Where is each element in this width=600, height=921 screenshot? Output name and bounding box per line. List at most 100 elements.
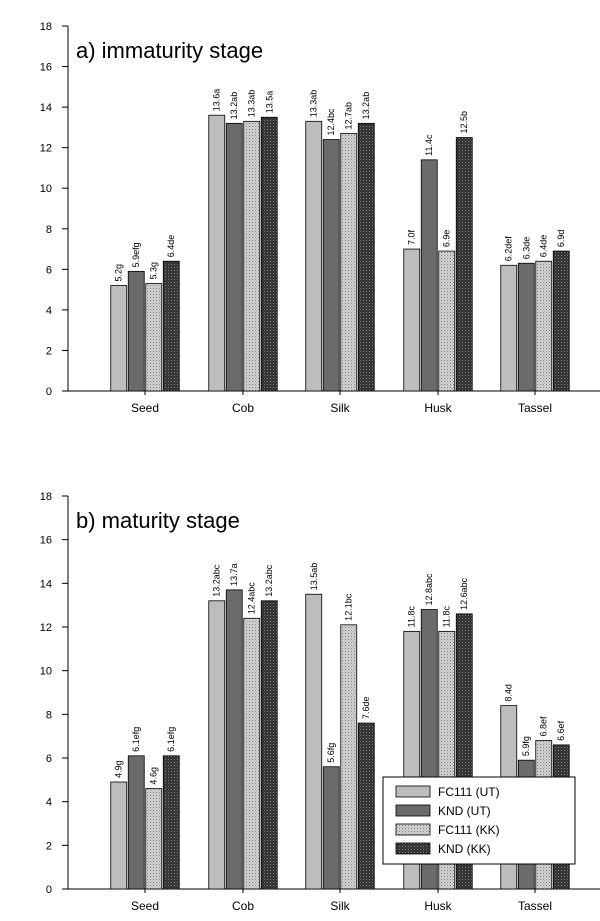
data-label: 12.1bc: [344, 593, 354, 621]
bar: [162, 755, 180, 890]
x-tick-label: Tassel: [518, 401, 552, 415]
data-label: 5.2g: [114, 264, 124, 282]
legend-swatch: [395, 785, 431, 798]
bar: [340, 624, 358, 890]
bar: [322, 766, 340, 890]
bar: [225, 122, 243, 392]
data-label: 7.6de: [361, 697, 371, 720]
y-tick-label: 12: [40, 622, 52, 634]
data-label: 4.6g: [149, 767, 159, 785]
bar: [208, 114, 226, 392]
y-tick-label: 10: [40, 666, 52, 678]
data-label: 5.9fg: [521, 736, 531, 756]
bar: [110, 285, 128, 392]
data-label: 11.4c: [424, 134, 434, 156]
data-label: 6.1efg: [131, 727, 141, 752]
bar: [127, 270, 145, 392]
data-label: 6.1efg: [166, 727, 176, 752]
bar: [500, 264, 518, 392]
data-label: 6.9e: [442, 230, 452, 248]
data-label: 5.9efg: [131, 242, 141, 267]
data-label: 12.5b: [459, 111, 469, 134]
y-tick-label: 16: [40, 535, 52, 547]
bar: [127, 755, 145, 890]
y-tick-label: 2: [46, 345, 52, 357]
x-tick-label: Husk: [424, 899, 452, 913]
data-label: 7.0f: [407, 230, 417, 246]
bar: [305, 593, 323, 890]
data-label: 6.2def: [504, 236, 514, 262]
bar: [403, 248, 421, 392]
data-label: 5.3g: [149, 262, 159, 280]
x-tick-label: Cob: [232, 401, 254, 415]
y-tick-label: 4: [46, 305, 52, 317]
panel-maturity-stage: 0 2 4 6 8 10 12 14 16 18 b) maturity stage Seed Cob S…: [40, 491, 600, 913]
legend-label: FC111 (UT): [438, 785, 500, 799]
x-tick-label: Silk: [330, 899, 350, 913]
panel-immaturity-stage: 0 2 4 6 8 10 12 14 16 18 a) immaturity stage Seed Co…: [40, 21, 600, 415]
data-label: 13.2ab: [229, 92, 239, 120]
y-tick-label: 0: [46, 386, 52, 398]
data-label: 6.4de: [166, 235, 176, 258]
data-label: 12.4bc: [326, 108, 336, 136]
bar: [517, 262, 535, 392]
bar: [455, 137, 473, 392]
chart-title: a) immaturity stage: [76, 38, 263, 63]
y-tick-label: 18: [40, 21, 52, 33]
bar: [340, 133, 358, 392]
y-tick-label: 18: [40, 491, 52, 503]
data-label: 13.3ab: [247, 90, 257, 118]
data-label: 13.5a: [264, 91, 274, 114]
data-label: 8.4d: [504, 684, 514, 702]
y-tick-label: 16: [40, 62, 52, 74]
chart-title: b) maturity stage: [76, 508, 240, 533]
data-label: 4.9g: [114, 760, 124, 778]
x-tick-label: Tassel: [518, 899, 552, 913]
y-tick-label: 6: [46, 753, 52, 765]
data-label: 6.3de: [521, 237, 531, 260]
data-label: 11.8c: [442, 606, 452, 628]
y-tick-label: 8: [46, 224, 52, 236]
bar: [420, 159, 438, 392]
legend: FC111 (UT) KND (UT) FC111 (KK) KND (KK): [382, 776, 576, 865]
y-tick-label: 14: [40, 578, 52, 590]
legend-swatch: [395, 804, 431, 817]
bar: [305, 120, 323, 392]
bar: [260, 116, 278, 392]
data-label: 6.4de: [539, 235, 549, 258]
bar: [162, 260, 180, 392]
data-label: 12.8abc: [424, 573, 434, 606]
y-tick-label: 6: [46, 264, 52, 276]
data-label: 13.5ab: [309, 563, 319, 591]
y-tick-label: 4: [46, 797, 52, 809]
data-label: 6.9d: [556, 230, 566, 248]
bar: [357, 122, 375, 392]
bar: [145, 788, 163, 890]
bar: [243, 120, 261, 392]
data-label: 13.3ab: [309, 90, 319, 118]
data-label: 13.7a: [229, 563, 239, 586]
x-tick-label: Seed: [131, 899, 159, 913]
bar: [552, 250, 570, 392]
data-label: 12.4abc: [247, 582, 257, 615]
bar: [243, 617, 261, 890]
y-tick-label: 10: [40, 183, 52, 195]
bar: [322, 139, 340, 392]
bar: [225, 589, 243, 890]
data-label: 13.2abc: [264, 564, 274, 597]
data-label: 6.8ef: [539, 716, 549, 737]
data-label: 6.6ef: [556, 720, 566, 741]
bar: [438, 250, 456, 392]
x-tick-label: Husk: [424, 401, 452, 415]
y-tick-label: 8: [46, 709, 52, 721]
bar: [260, 600, 278, 890]
legend-swatch: [395, 823, 431, 836]
y-tick-label: 0: [46, 884, 52, 896]
data-label: 13.2abc: [212, 564, 222, 597]
data-label: 12.7ab: [344, 102, 354, 130]
bar: [357, 722, 375, 890]
legend-label: FC111 (KK): [438, 823, 500, 837]
data-label: 5.6fg: [326, 743, 336, 763]
x-tick-label: Cob: [232, 899, 254, 913]
